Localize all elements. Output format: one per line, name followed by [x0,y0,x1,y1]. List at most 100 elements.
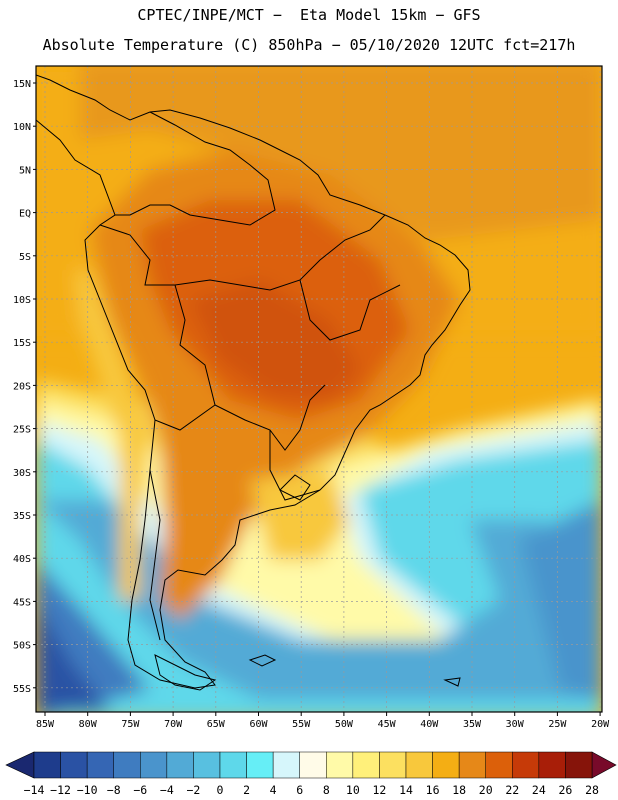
colorbar-label: 26 [558,783,572,797]
border-north [115,111,276,226]
colorbar-label: 4 [270,783,277,797]
lon-label: 25W [548,719,567,730]
border-chile-argentina [149,469,161,641]
tierra-del-fuego [154,654,217,691]
field-core-hot [190,280,360,400]
map-border [35,65,603,713]
colorbar-swatch [352,751,380,779]
lat-label: EQ [19,209,31,220]
latitude-axis: 15N 10N 5N EQ 5S 10S 15S 20S 25S 30S 35S 40S 45S 50S 5… [13,79,36,695]
lat-label: 10N [13,122,31,133]
lat-label: 15N [13,79,31,90]
colorbar-swatch [379,751,407,779]
colorbar-swatch [405,751,433,779]
colorbar-swatch [166,751,194,779]
colorbar-swatch [86,751,114,779]
colorbar-swatch [33,751,61,779]
field-north-warm [80,66,602,240]
colorbar-swatch [193,751,221,779]
lat-label: 30S [13,468,31,479]
field-band-m12 [36,600,110,712]
lat-label: 25S [13,425,31,436]
lon-label: 85W [36,719,55,730]
colorbar-label: 20 [479,783,493,797]
colorbar-label: −6 [133,783,147,797]
colorbar-label: 16 [426,783,440,797]
colorbar-swatch [458,751,486,779]
colorbar-swatch [140,751,168,779]
field-band-m2 [36,500,602,700]
colorbar-swatch [485,751,513,779]
lon-label: 75W [121,719,140,730]
colorbar-label: −14 [24,783,45,797]
lon-label: 35W [463,719,482,730]
field-andes [75,270,150,600]
coastline [36,74,471,691]
temperature-field [36,66,602,712]
colorbar-swatch [219,751,247,779]
lon-label: 70W [164,719,183,730]
colorbar-swatch [512,751,540,779]
lat-label: 40S [13,554,31,565]
lon-label: 45W [378,719,397,730]
colorbar-label: 18 [452,783,466,797]
colorbar-swatch [432,751,460,779]
colorbar-label: −8 [107,783,121,797]
lat-label: 50S [13,641,31,652]
colorbar-label: −10 [77,783,98,797]
lagoon [279,474,311,501]
graticule [36,66,602,712]
lon-label: 30W [506,719,525,730]
lat-label: 35S [13,511,31,522]
colorbar-label: −12 [50,783,71,797]
south-georgia [443,677,461,687]
colorbar-label: 12 [372,783,386,797]
chart-title-line1: CPTEC/INPE/MCT − Eta Model 15km − GFS [137,6,481,24]
lon-label: 60W [249,719,268,730]
field-southeast-cool [250,470,350,560]
lon-label: 20W [591,719,610,730]
colorbar-label: 14 [399,783,413,797]
chart-title-line2: Absolute Temperature (C) 850hPa − 05/10/… [42,36,576,54]
colorbar-label: 10 [346,783,360,797]
colorbar-swatch [272,751,300,779]
colorbar-swatch [565,751,593,779]
lon-label: 55W [292,719,311,730]
colorbar-label: 24 [532,783,546,797]
longitude-axis: 85W 80W 75W 70W 65W 60W 55W 50W 45W 40W 35W 30W 25W 2… [36,712,610,730]
lat-label: 45S [13,597,31,608]
colorbar-swatch [538,751,566,779]
colorbar-label: 6 [296,783,303,797]
lon-label: 40W [420,719,439,730]
colorbar-swatch [113,751,141,779]
lon-label: 65W [207,719,226,730]
colorbar-swatch [326,751,354,779]
colorbar-label: 22 [505,783,519,797]
border-brazil-states [299,279,401,341]
colorbar-swatch [299,751,327,779]
colorbar-swatch [246,751,274,779]
color-legend: −14 −12 −10 −8 −6 −4 −2 0 2 4 6 8 10 12 14 16 18 20 22 24 26… [5,751,617,797]
border-bolivia-paraguay [174,284,326,451]
colorbar-label: −2 [186,783,200,797]
border-chile-argentina-north [154,404,216,431]
colorbar-label: 2 [243,783,250,797]
border-amazon [99,214,386,291]
lon-label: 50W [335,719,354,730]
colorbar-left-arrow [5,751,35,779]
colorbar-label: 0 [217,783,224,797]
lat-label: 55S [13,684,31,695]
border-argentina-uruguay [269,430,321,501]
colorbar-right-arrow [591,751,617,779]
lat-label: 20S [13,381,31,392]
lon-label: 80W [79,719,98,730]
colorbar-label: −4 [160,783,174,797]
colorbar-label: 8 [323,783,330,797]
colorbar-label: 28 [585,783,599,797]
field-atlantic-cool [520,500,602,700]
lat-label: 5S [19,252,31,263]
lat-label: 10S [13,295,31,306]
lat-label: 15S [13,338,31,349]
colorbar-swatch [60,751,88,779]
continent-outline [36,74,471,689]
